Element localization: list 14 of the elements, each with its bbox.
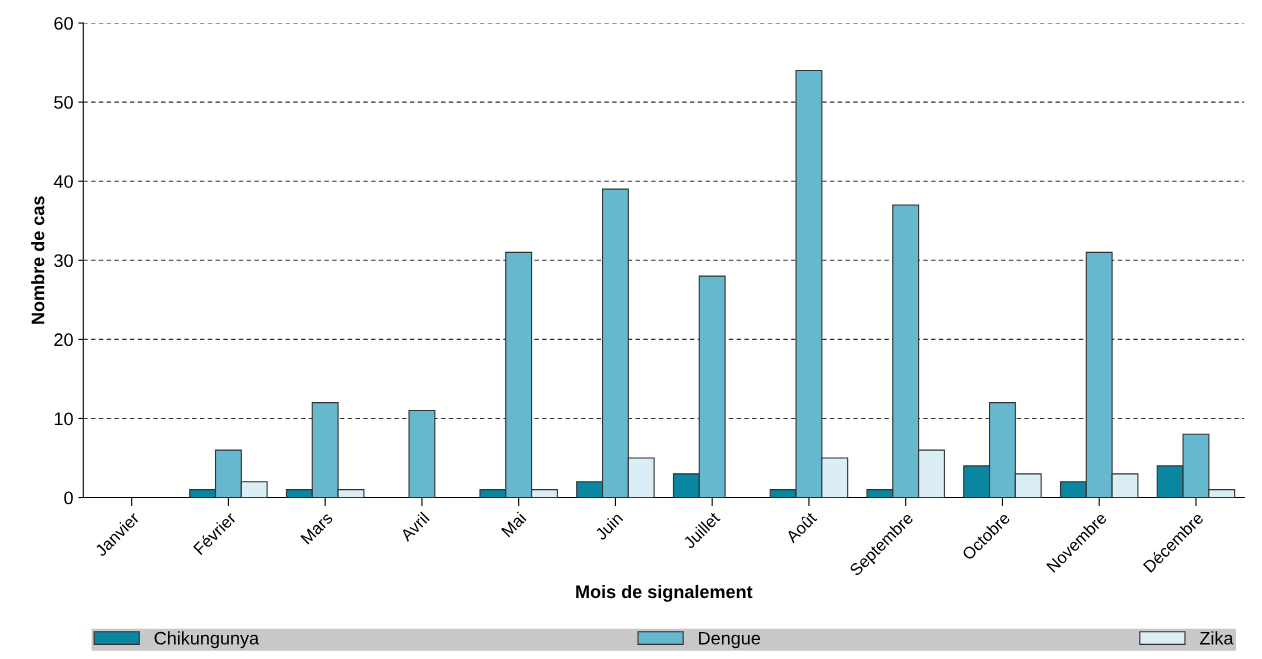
y-tick-label: 60 xyxy=(54,17,73,30)
y-tick-label: 50 xyxy=(54,96,73,109)
y-tick-label: 30 xyxy=(54,254,73,268)
y-tick-label: 10 xyxy=(54,412,73,426)
legend-label: Zika xyxy=(1199,631,1234,645)
y-axis-title: Nombre de cas xyxy=(31,196,45,324)
y-tick-label: 0 xyxy=(64,491,73,505)
y-tick-label: 40 xyxy=(53,175,73,188)
y-tick-label: 20 xyxy=(54,333,73,347)
legend-label: Chikungunya xyxy=(154,631,260,649)
x-tick-label: Mai xyxy=(500,511,527,538)
x-axis-title: Mois de signalement xyxy=(576,584,753,602)
x-tick-label: Juin xyxy=(594,511,624,541)
legend-label: Dengue xyxy=(699,632,761,649)
